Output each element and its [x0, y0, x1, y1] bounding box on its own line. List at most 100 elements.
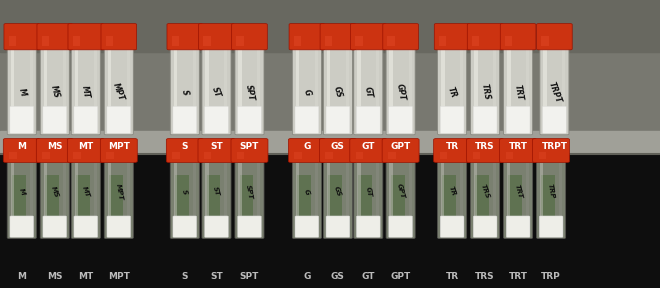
Bar [294, 152, 302, 159]
Text: TR: TR [446, 272, 459, 281]
FancyBboxPatch shape [356, 216, 380, 237]
FancyBboxPatch shape [198, 139, 235, 162]
Bar [238, 50, 242, 131]
Text: GS: GS [331, 141, 345, 151]
Text: M: M [17, 141, 26, 151]
FancyBboxPatch shape [71, 47, 100, 135]
Bar [294, 36, 301, 46]
FancyBboxPatch shape [238, 106, 261, 133]
Bar [460, 50, 463, 131]
FancyBboxPatch shape [289, 24, 325, 50]
FancyBboxPatch shape [533, 139, 570, 162]
FancyBboxPatch shape [37, 24, 73, 50]
Text: S: S [182, 272, 188, 281]
Text: GT: GT [364, 186, 372, 197]
Bar [541, 36, 548, 46]
Bar [387, 36, 395, 46]
Text: GS: GS [332, 85, 344, 99]
Bar [75, 163, 78, 235]
Text: S: S [182, 189, 188, 194]
Bar [328, 175, 342, 226]
Text: MT: MT [78, 272, 94, 281]
Text: M: M [16, 87, 27, 97]
Text: ST: ST [213, 186, 220, 197]
Bar [205, 50, 209, 131]
FancyBboxPatch shape [471, 159, 500, 238]
FancyBboxPatch shape [440, 106, 464, 133]
FancyBboxPatch shape [7, 159, 36, 238]
Bar [108, 50, 112, 131]
FancyBboxPatch shape [43, 106, 67, 133]
Bar [473, 152, 480, 159]
Bar [376, 50, 380, 131]
FancyBboxPatch shape [471, 47, 500, 135]
Bar [507, 163, 510, 235]
FancyBboxPatch shape [205, 106, 228, 133]
Text: MPT: MPT [108, 141, 130, 151]
Bar [44, 163, 47, 235]
Bar [11, 50, 15, 131]
Text: TRP: TRP [546, 183, 556, 200]
Text: G: G [303, 188, 311, 195]
FancyBboxPatch shape [199, 24, 234, 50]
FancyBboxPatch shape [173, 216, 197, 237]
Bar [109, 175, 123, 226]
Text: TRS: TRS [475, 272, 495, 281]
FancyBboxPatch shape [506, 106, 530, 133]
Bar [73, 36, 80, 46]
Text: TRPT: TRPT [541, 141, 568, 151]
Text: M: M [18, 187, 26, 196]
FancyBboxPatch shape [10, 216, 34, 237]
Bar [224, 50, 228, 131]
Bar [30, 163, 33, 235]
Bar [460, 163, 463, 235]
Bar [441, 163, 444, 235]
Text: GS: GS [331, 272, 345, 281]
Bar [30, 50, 33, 131]
Bar [325, 152, 333, 159]
FancyBboxPatch shape [434, 139, 471, 162]
Text: G: G [303, 141, 311, 151]
Bar [42, 36, 49, 46]
Text: MT: MT [81, 85, 91, 99]
Text: MS: MS [47, 141, 63, 151]
Bar [106, 152, 114, 159]
FancyBboxPatch shape [473, 216, 497, 237]
FancyBboxPatch shape [167, 24, 203, 50]
FancyBboxPatch shape [10, 106, 34, 133]
Bar [108, 163, 111, 235]
Text: TRPT: TRPT [547, 80, 562, 104]
FancyBboxPatch shape [170, 159, 199, 238]
Text: GT: GT [362, 141, 375, 151]
Bar [409, 163, 412, 235]
FancyBboxPatch shape [323, 159, 352, 238]
Bar [358, 175, 372, 226]
Bar [94, 50, 97, 131]
FancyBboxPatch shape [383, 24, 418, 50]
Bar [474, 163, 477, 235]
FancyBboxPatch shape [288, 139, 325, 162]
Bar [127, 50, 130, 131]
Bar [63, 163, 66, 235]
Text: MS: MS [51, 185, 59, 198]
Text: GPT: GPT [394, 83, 407, 102]
Bar [357, 163, 360, 235]
Bar [346, 163, 349, 235]
Bar [508, 175, 522, 226]
FancyBboxPatch shape [170, 47, 199, 135]
FancyBboxPatch shape [438, 47, 467, 135]
FancyBboxPatch shape [40, 159, 69, 238]
FancyBboxPatch shape [543, 106, 566, 133]
FancyBboxPatch shape [506, 216, 530, 237]
Bar [388, 152, 395, 159]
FancyBboxPatch shape [354, 159, 383, 238]
Bar [409, 50, 412, 131]
Bar [539, 152, 546, 159]
FancyBboxPatch shape [235, 159, 264, 238]
Text: TR: TR [446, 141, 459, 151]
Bar [75, 50, 79, 131]
Text: MPT: MPT [108, 272, 130, 281]
FancyBboxPatch shape [100, 139, 137, 162]
FancyBboxPatch shape [386, 47, 415, 135]
Text: TR: TR [448, 186, 456, 197]
